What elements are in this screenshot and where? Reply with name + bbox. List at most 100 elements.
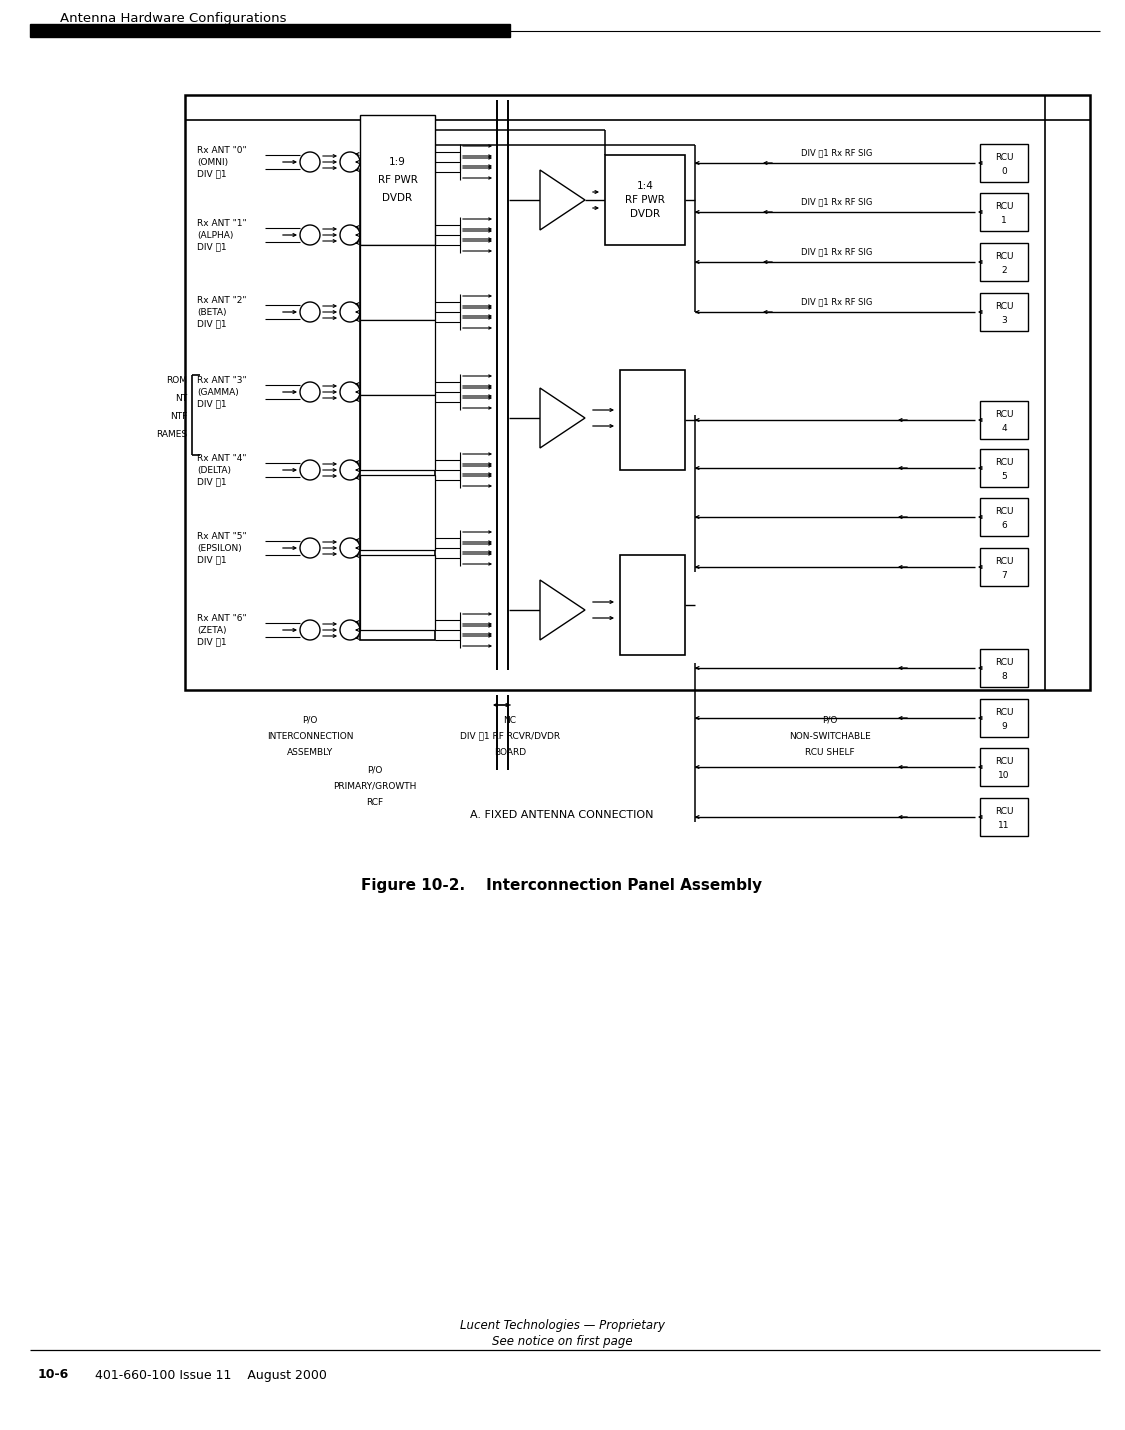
Text: RCU: RCU — [994, 708, 1014, 716]
Text: RCU: RCU — [994, 302, 1014, 310]
Text: BOARD: BOARD — [494, 748, 526, 756]
Text: (DELTA): (DELTA) — [197, 466, 231, 475]
Text: 6: 6 — [1001, 521, 1007, 531]
Polygon shape — [540, 388, 585, 448]
Text: RF PWR: RF PWR — [626, 194, 665, 204]
Bar — [360, 320, 435, 395]
Text: (EPSILON): (EPSILON) — [197, 543, 242, 552]
Text: 1:9: 1:9 — [389, 157, 406, 167]
Text: DIV 1 Rx RF SIG: DIV 1 Rx RF SIG — [801, 247, 873, 256]
Bar — [980, 144, 1028, 182]
Text: 11: 11 — [998, 821, 1010, 829]
Text: Figure 10-2.    Interconnection Panel Assembly: Figure 10-2. Interconnection Panel Assem… — [361, 878, 763, 892]
Text: DIV 1: DIV 1 — [197, 478, 226, 486]
Text: DIV 1: DIV 1 — [197, 243, 226, 252]
Text: Rx ANT "6": Rx ANT "6" — [197, 613, 246, 622]
Text: RAMES: RAMES — [156, 429, 187, 439]
Text: Rx ANT "4": Rx ANT "4" — [197, 453, 246, 462]
Text: INTERCONNECTION: INTERCONNECTION — [267, 732, 353, 741]
Text: RF PWR: RF PWR — [378, 174, 417, 184]
Text: 1: 1 — [1001, 216, 1007, 225]
Text: DIV 1 RF RCVR/DVDR: DIV 1 RF RCVR/DVDR — [460, 732, 560, 741]
Text: RCU: RCU — [994, 807, 1014, 815]
Text: DIV 1 Rx RF SIG: DIV 1 Rx RF SIG — [801, 149, 873, 157]
Bar — [980, 649, 1028, 686]
Bar — [620, 555, 685, 655]
Bar — [30, 24, 510, 37]
Text: Rx ANT "5": Rx ANT "5" — [197, 532, 246, 541]
Text: RCU: RCU — [994, 458, 1014, 466]
Text: RCU: RCU — [994, 756, 1014, 766]
Bar — [980, 243, 1028, 282]
Text: 4: 4 — [1001, 423, 1007, 433]
Text: 1:4: 1:4 — [637, 182, 654, 192]
Bar — [980, 548, 1028, 586]
Text: RCU: RCU — [994, 410, 1014, 419]
Text: (ZETA): (ZETA) — [197, 625, 226, 635]
Bar — [360, 395, 435, 470]
Text: DVDR: DVDR — [382, 193, 413, 203]
Text: Antenna Hardware Configurations: Antenna Hardware Configurations — [60, 11, 287, 24]
Text: DIV 1 Rx RF SIG: DIV 1 Rx RF SIG — [801, 297, 873, 306]
Text: 0: 0 — [1001, 167, 1007, 176]
Text: RCU: RCU — [994, 202, 1014, 210]
Text: P/O: P/O — [822, 715, 838, 725]
Bar — [360, 245, 435, 320]
Bar — [360, 114, 435, 245]
Text: 9: 9 — [1001, 722, 1007, 731]
Bar — [980, 449, 1028, 488]
Text: RCU: RCU — [994, 506, 1014, 516]
Bar — [605, 154, 685, 245]
Text: RCU: RCU — [994, 658, 1014, 666]
Bar — [980, 293, 1028, 330]
Text: Rx ANT "2": Rx ANT "2" — [197, 296, 246, 305]
Bar — [980, 498, 1028, 536]
Bar — [360, 475, 435, 551]
Text: DIV 1: DIV 1 — [197, 638, 226, 646]
Text: P/O: P/O — [367, 765, 382, 775]
Text: DIV 1: DIV 1 — [197, 170, 226, 179]
Text: DIV 1: DIV 1 — [197, 555, 226, 565]
Bar — [980, 798, 1028, 837]
Bar — [980, 748, 1028, 786]
Text: 5: 5 — [1001, 472, 1007, 480]
Text: 401-660-100 Issue 11    August 2000: 401-660-100 Issue 11 August 2000 — [94, 1369, 327, 1381]
Text: 3: 3 — [1001, 316, 1007, 325]
Bar — [360, 170, 435, 641]
Text: Rx ANT "3": Rx ANT "3" — [197, 376, 246, 385]
Polygon shape — [540, 170, 585, 230]
Bar — [620, 370, 685, 470]
Text: Rx ANT "1": Rx ANT "1" — [197, 219, 246, 227]
Text: See notice on first page: See notice on first page — [492, 1336, 632, 1348]
Text: Lucent Technologies — Proprietary: Lucent Technologies — Proprietary — [459, 1318, 665, 1331]
Text: RCU SHELF: RCU SHELF — [806, 748, 855, 756]
Text: (OMNI): (OMNI) — [197, 157, 228, 166]
Text: RCU: RCU — [994, 556, 1014, 566]
Bar — [980, 699, 1028, 736]
Text: ROM: ROM — [166, 376, 187, 385]
Text: DIV 1 Rx RF SIG: DIV 1 Rx RF SIG — [801, 197, 873, 206]
Text: NT: NT — [174, 393, 187, 402]
Bar — [980, 193, 1028, 232]
Text: PRIMARY/GROWTH: PRIMARY/GROWTH — [333, 782, 416, 791]
Text: DVDR: DVDR — [630, 209, 660, 219]
Text: NC: NC — [504, 715, 516, 725]
Bar — [980, 400, 1028, 439]
Text: RCU: RCU — [994, 153, 1014, 162]
Text: P/O: P/O — [303, 715, 317, 725]
Text: (GAMMA): (GAMMA) — [197, 388, 238, 396]
Text: A. FIXED ANTENNA CONNECTION: A. FIXED ANTENNA CONNECTION — [470, 809, 654, 819]
Text: RCU: RCU — [994, 252, 1014, 260]
Text: 8: 8 — [1001, 672, 1007, 681]
Text: NTF: NTF — [170, 412, 187, 420]
Text: (BETA): (BETA) — [197, 307, 226, 316]
Text: 7: 7 — [1001, 571, 1007, 579]
Bar — [184, 94, 1090, 691]
Text: (ALPHA): (ALPHA) — [197, 230, 233, 239]
Text: DIV 1: DIV 1 — [197, 319, 226, 329]
Polygon shape — [540, 581, 585, 641]
Text: 10-6: 10-6 — [38, 1369, 70, 1381]
Text: DIV 1: DIV 1 — [197, 399, 226, 409]
Text: ASSEMBLY: ASSEMBLY — [287, 748, 333, 756]
Text: Rx ANT "0": Rx ANT "0" — [197, 146, 246, 154]
